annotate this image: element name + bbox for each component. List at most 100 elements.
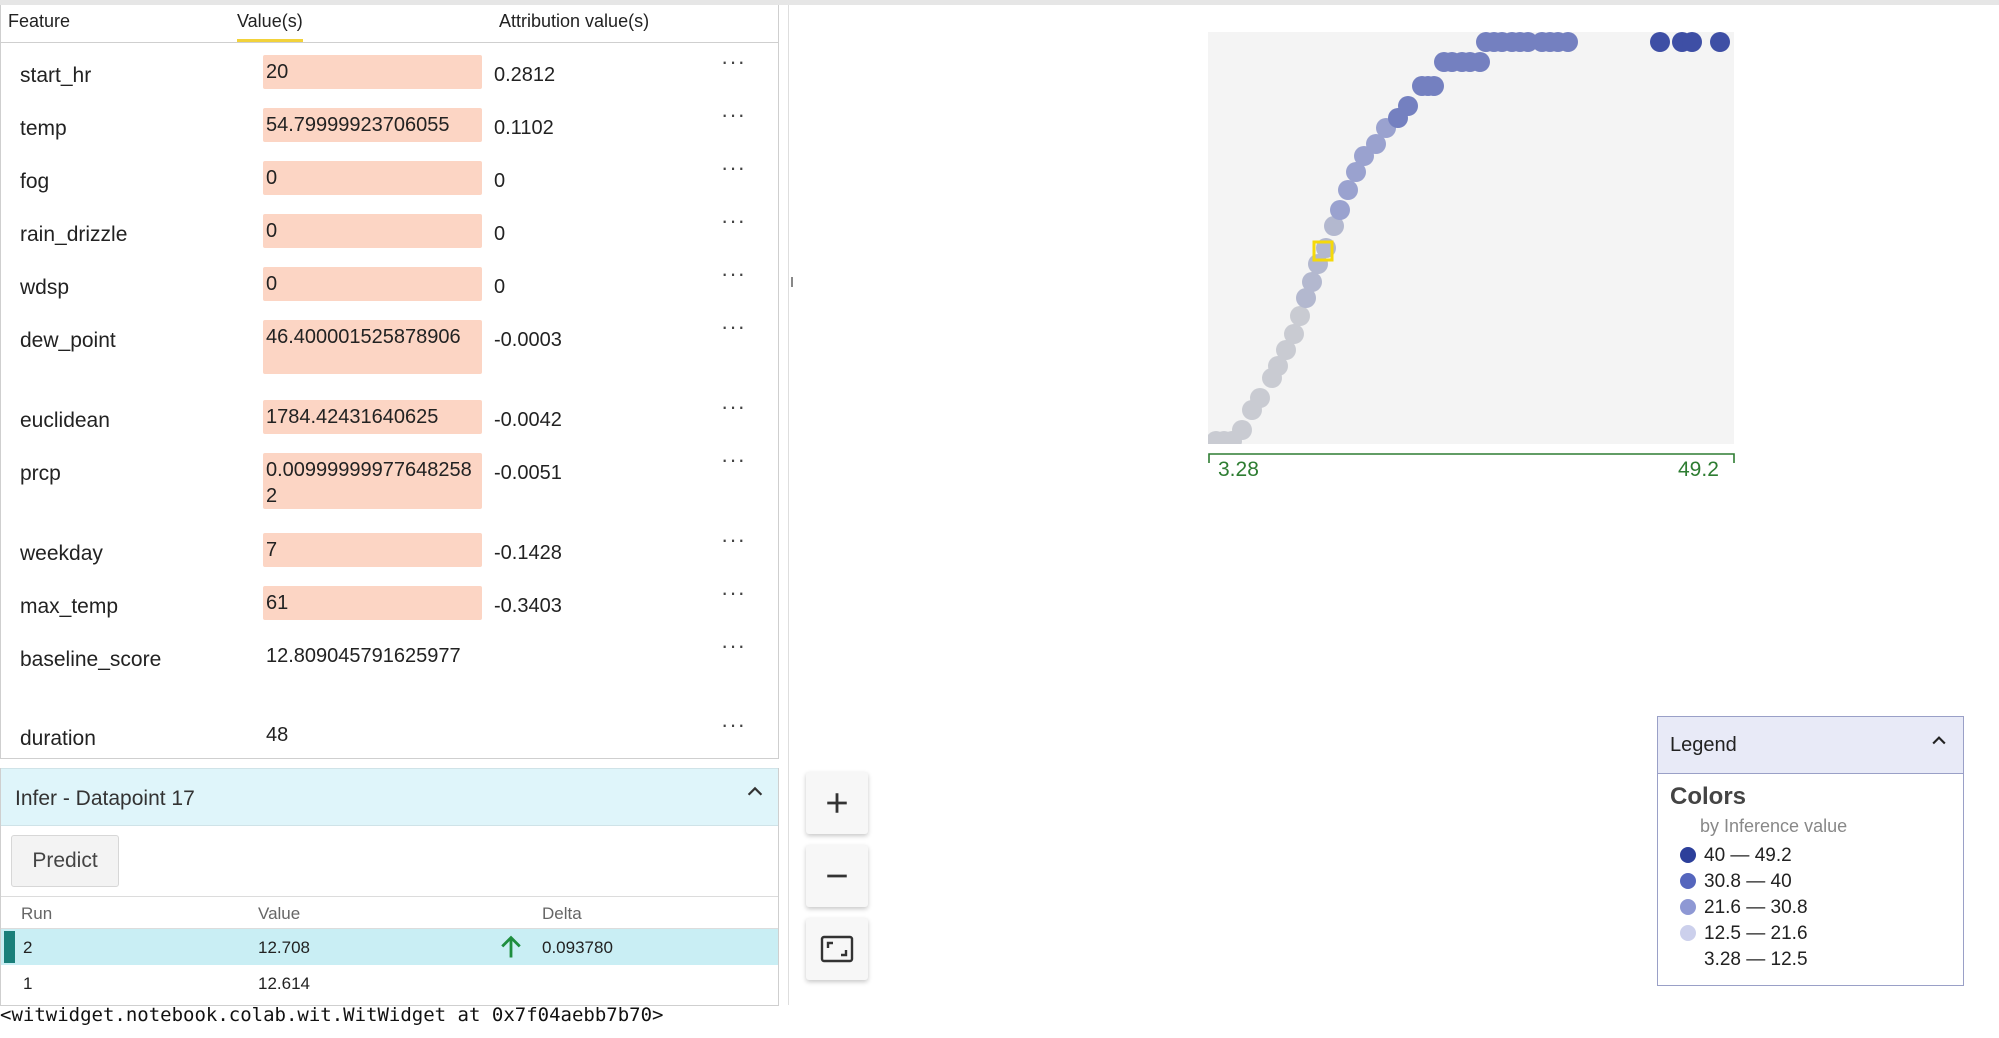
infer-title: Infer - Datapoint 17 (15, 787, 195, 810)
attribution-value: -0.0003 (494, 329, 562, 351)
more-options-icon[interactable]: ··· (721, 633, 746, 658)
more-options-icon[interactable]: ··· (721, 394, 746, 419)
feature-value-field[interactable]: 0 (263, 214, 482, 248)
datapoint-dot[interactable] (1518, 32, 1538, 52)
datapoint-dot[interactable] (1398, 96, 1418, 116)
legend-swatch (1680, 873, 1696, 889)
legend-swatch (1680, 899, 1696, 915)
feature-value-field[interactable]: 1784.42431640625 (263, 400, 482, 434)
more-options-icon[interactable]: ··· (721, 527, 746, 552)
legend-item-label: 30.8 — 40 (1704, 871, 1792, 892)
datapoints-scatter[interactable] (1208, 32, 1734, 444)
more-options-icon[interactable]: ··· (721, 712, 746, 737)
feature-name: fog (20, 170, 50, 193)
feature-name: dew_point (20, 329, 116, 352)
feature-name: duration (20, 727, 96, 750)
runs-table-divider (1, 928, 778, 929)
legend-item: 30.8 — 40 (1680, 871, 1792, 893)
feature-value-field[interactable]: 0.009999999776482582 (263, 453, 482, 509)
feature-value-field[interactable]: 20 (263, 55, 482, 89)
more-options-icon[interactable]: ··· (721, 49, 746, 74)
feature-table: Feature Value(s) Attribution value(s) st… (0, 5, 779, 759)
axis-max-label: 49.2 (1678, 458, 1719, 481)
datapoint-dot[interactable] (1558, 32, 1578, 52)
datapoint-dot[interactable] (1682, 32, 1702, 52)
legend-header[interactable]: Legend (1658, 717, 1963, 774)
zoom-out-button[interactable] (806, 845, 868, 907)
feature-value-field[interactable]: 0 (263, 161, 482, 195)
chevron-up-icon[interactable] (1929, 731, 1949, 757)
feature-value-field[interactable]: 46.400001525878906 (263, 320, 482, 374)
plus-icon (827, 793, 847, 813)
run-row[interactable]: 1 12.614 (1, 965, 778, 1001)
feature-value-field[interactable]: 61 (263, 586, 482, 620)
feature-name: max_temp (20, 595, 119, 618)
datapoint-dot[interactable] (1330, 200, 1350, 220)
infer-panel: Infer - Datapoint 17 Predict Run Value D… (0, 768, 779, 1006)
datapoint-dot[interactable] (1346, 162, 1366, 182)
arrow-up-icon (497, 933, 525, 966)
datapoint-dot[interactable] (1268, 356, 1288, 376)
values-column-header[interactable]: Value(s) (237, 11, 303, 31)
legend-item: 21.6 — 30.8 (1680, 897, 1808, 919)
feature-name: euclidean (20, 409, 110, 432)
resize-handle[interactable] (791, 277, 793, 287)
datapoint-dot[interactable] (1338, 180, 1358, 200)
x-axis-line (1208, 453, 1735, 463)
run-value: 12.614 (258, 974, 310, 993)
legend-item: 3.28 — 12.5 (1680, 949, 1808, 971)
datapoint-dot[interactable] (1296, 288, 1316, 308)
more-options-icon[interactable]: ··· (721, 580, 746, 605)
sort-indicator (237, 39, 303, 42)
more-options-icon[interactable]: ··· (721, 447, 746, 472)
selected-datapoint-highlight[interactable] (1312, 240, 1334, 262)
more-options-icon[interactable]: ··· (721, 208, 746, 233)
more-options-icon[interactable]: ··· (721, 155, 746, 180)
chevron-up-icon[interactable] (744, 781, 766, 809)
datapoint-dot[interactable] (1710, 32, 1730, 52)
feature-name: prcp (20, 462, 61, 485)
predict-button[interactable]: Predict (11, 835, 119, 887)
datapoint-dot[interactable] (1276, 340, 1296, 360)
feature-column-header[interactable]: Feature (8, 11, 71, 31)
datapoint-dot[interactable] (1290, 306, 1310, 326)
axis-min-label: 3.28 (1218, 458, 1259, 481)
datapoint-dot[interactable] (1302, 272, 1322, 292)
selected-run-marker (4, 931, 15, 963)
more-options-icon[interactable]: ··· (721, 102, 746, 127)
run-value: 12.708 (258, 938, 310, 957)
attribution-value: -0.3403 (494, 595, 562, 617)
attribution-value: -0.0042 (494, 409, 562, 431)
attribution-column-header[interactable]: Attribution value(s) (499, 11, 650, 31)
feature-value: 12.809045791625977 (266, 645, 461, 667)
legend-item: 40 — 49.2 (1680, 845, 1792, 867)
feature-value-field[interactable]: 54.79999923706055 (263, 108, 482, 142)
datapoint-dot[interactable] (1366, 134, 1386, 154)
datapoint-dot[interactable] (1232, 420, 1252, 440)
legend-item-label: 12.5 — 21.6 (1704, 923, 1808, 944)
run-number: 2 (23, 938, 33, 957)
datapoint-dot[interactable] (1650, 32, 1670, 52)
feature-value-field[interactable]: 0 (263, 267, 482, 301)
facets-plot[interactable] (1208, 32, 1734, 444)
panel-divider[interactable] (788, 5, 789, 1005)
delta-column-header: Delta (542, 904, 582, 923)
datapoint-dot[interactable] (1284, 324, 1304, 344)
more-options-icon[interactable]: ··· (721, 314, 746, 339)
more-options-icon[interactable]: ··· (721, 261, 746, 286)
datapoint-dot[interactable] (1250, 388, 1270, 408)
feature-value: 48 (266, 724, 289, 746)
feature-value-field[interactable]: 7 (263, 533, 482, 567)
header-divider (1, 42, 778, 43)
top-border (0, 0, 1999, 5)
datapoint-dot[interactable] (1324, 216, 1344, 236)
zoom-in-button[interactable] (806, 772, 868, 834)
attribution-value: 0 (494, 170, 506, 192)
console-output: <witwidget.notebook.colab.wit.WitWidget … (0, 1004, 664, 1026)
infer-header[interactable]: Infer - Datapoint 17 (1, 768, 778, 826)
datapoint-dot[interactable] (1424, 76, 1444, 96)
fit-screen-button[interactable] (806, 918, 868, 980)
run-row[interactable]: 2 12.708 0.093780 (1, 929, 778, 965)
attribution-value: 0 (494, 276, 506, 298)
datapoint-dot[interactable] (1470, 52, 1490, 72)
